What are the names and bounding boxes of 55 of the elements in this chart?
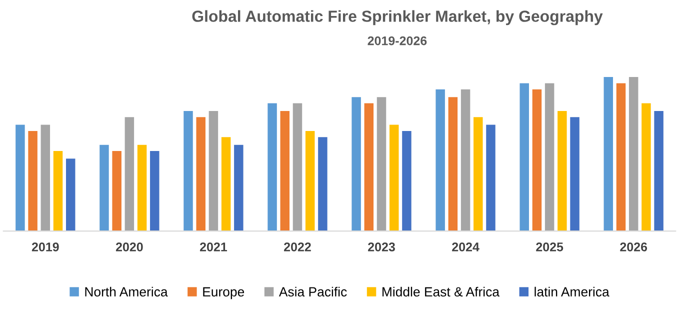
bar bbox=[642, 103, 651, 232]
legend-label: Middle East & Africa bbox=[382, 286, 500, 297]
bar bbox=[28, 130, 38, 232]
bar bbox=[628, 77, 638, 232]
bar bbox=[137, 144, 147, 232]
bar bbox=[616, 83, 626, 232]
bar bbox=[280, 110, 290, 232]
bar bbox=[150, 150, 160, 232]
legend-label: latin America bbox=[534, 286, 610, 297]
bar bbox=[40, 124, 50, 232]
chart-title: Global Automatic Fire Sprinkler Market, by Geography bbox=[192, 10, 603, 26]
bar bbox=[654, 110, 664, 232]
bar bbox=[124, 117, 134, 232]
bar bbox=[184, 110, 193, 232]
x-tick-label: 2023 bbox=[368, 242, 395, 252]
x-tick-label: 2026 bbox=[620, 242, 648, 252]
x-tick-label: 2021 bbox=[200, 242, 228, 252]
bar bbox=[364, 103, 374, 232]
bar bbox=[460, 89, 470, 232]
x-tick-label: 2022 bbox=[284, 242, 311, 252]
bar bbox=[474, 117, 483, 232]
bar bbox=[16, 124, 25, 232]
bar bbox=[544, 83, 554, 232]
bar bbox=[520, 83, 529, 232]
bar bbox=[100, 144, 109, 232]
x-tick-label: 2019 bbox=[32, 242, 59, 252]
bar bbox=[292, 103, 302, 232]
bar bbox=[208, 110, 218, 232]
bar bbox=[53, 150, 63, 232]
bar bbox=[570, 117, 580, 232]
bar bbox=[305, 130, 315, 232]
bar bbox=[196, 117, 206, 232]
legend-label: Europe bbox=[203, 287, 244, 300]
bar bbox=[318, 137, 328, 232]
bar bbox=[436, 89, 445, 232]
bar bbox=[402, 130, 412, 232]
x-tick-label: 2020 bbox=[116, 242, 143, 252]
legend-label: North America bbox=[85, 286, 168, 297]
x-tick-label: 2024 bbox=[452, 242, 480, 252]
bar bbox=[389, 124, 399, 232]
bar bbox=[532, 89, 542, 232]
bar bbox=[112, 150, 122, 232]
legend-label: Asia Pacific bbox=[278, 286, 347, 297]
chart-subtitle: 2019-2026 bbox=[368, 36, 427, 46]
bar bbox=[604, 77, 614, 232]
bar bbox=[234, 144, 244, 232]
bar bbox=[486, 124, 496, 232]
bar bbox=[268, 103, 277, 232]
bar bbox=[376, 97, 386, 232]
bar bbox=[221, 137, 231, 232]
bar bbox=[558, 110, 567, 232]
bar bbox=[66, 158, 76, 232]
bar bbox=[448, 97, 458, 232]
x-tick-label: 2025 bbox=[536, 242, 564, 252]
bar bbox=[352, 97, 361, 232]
